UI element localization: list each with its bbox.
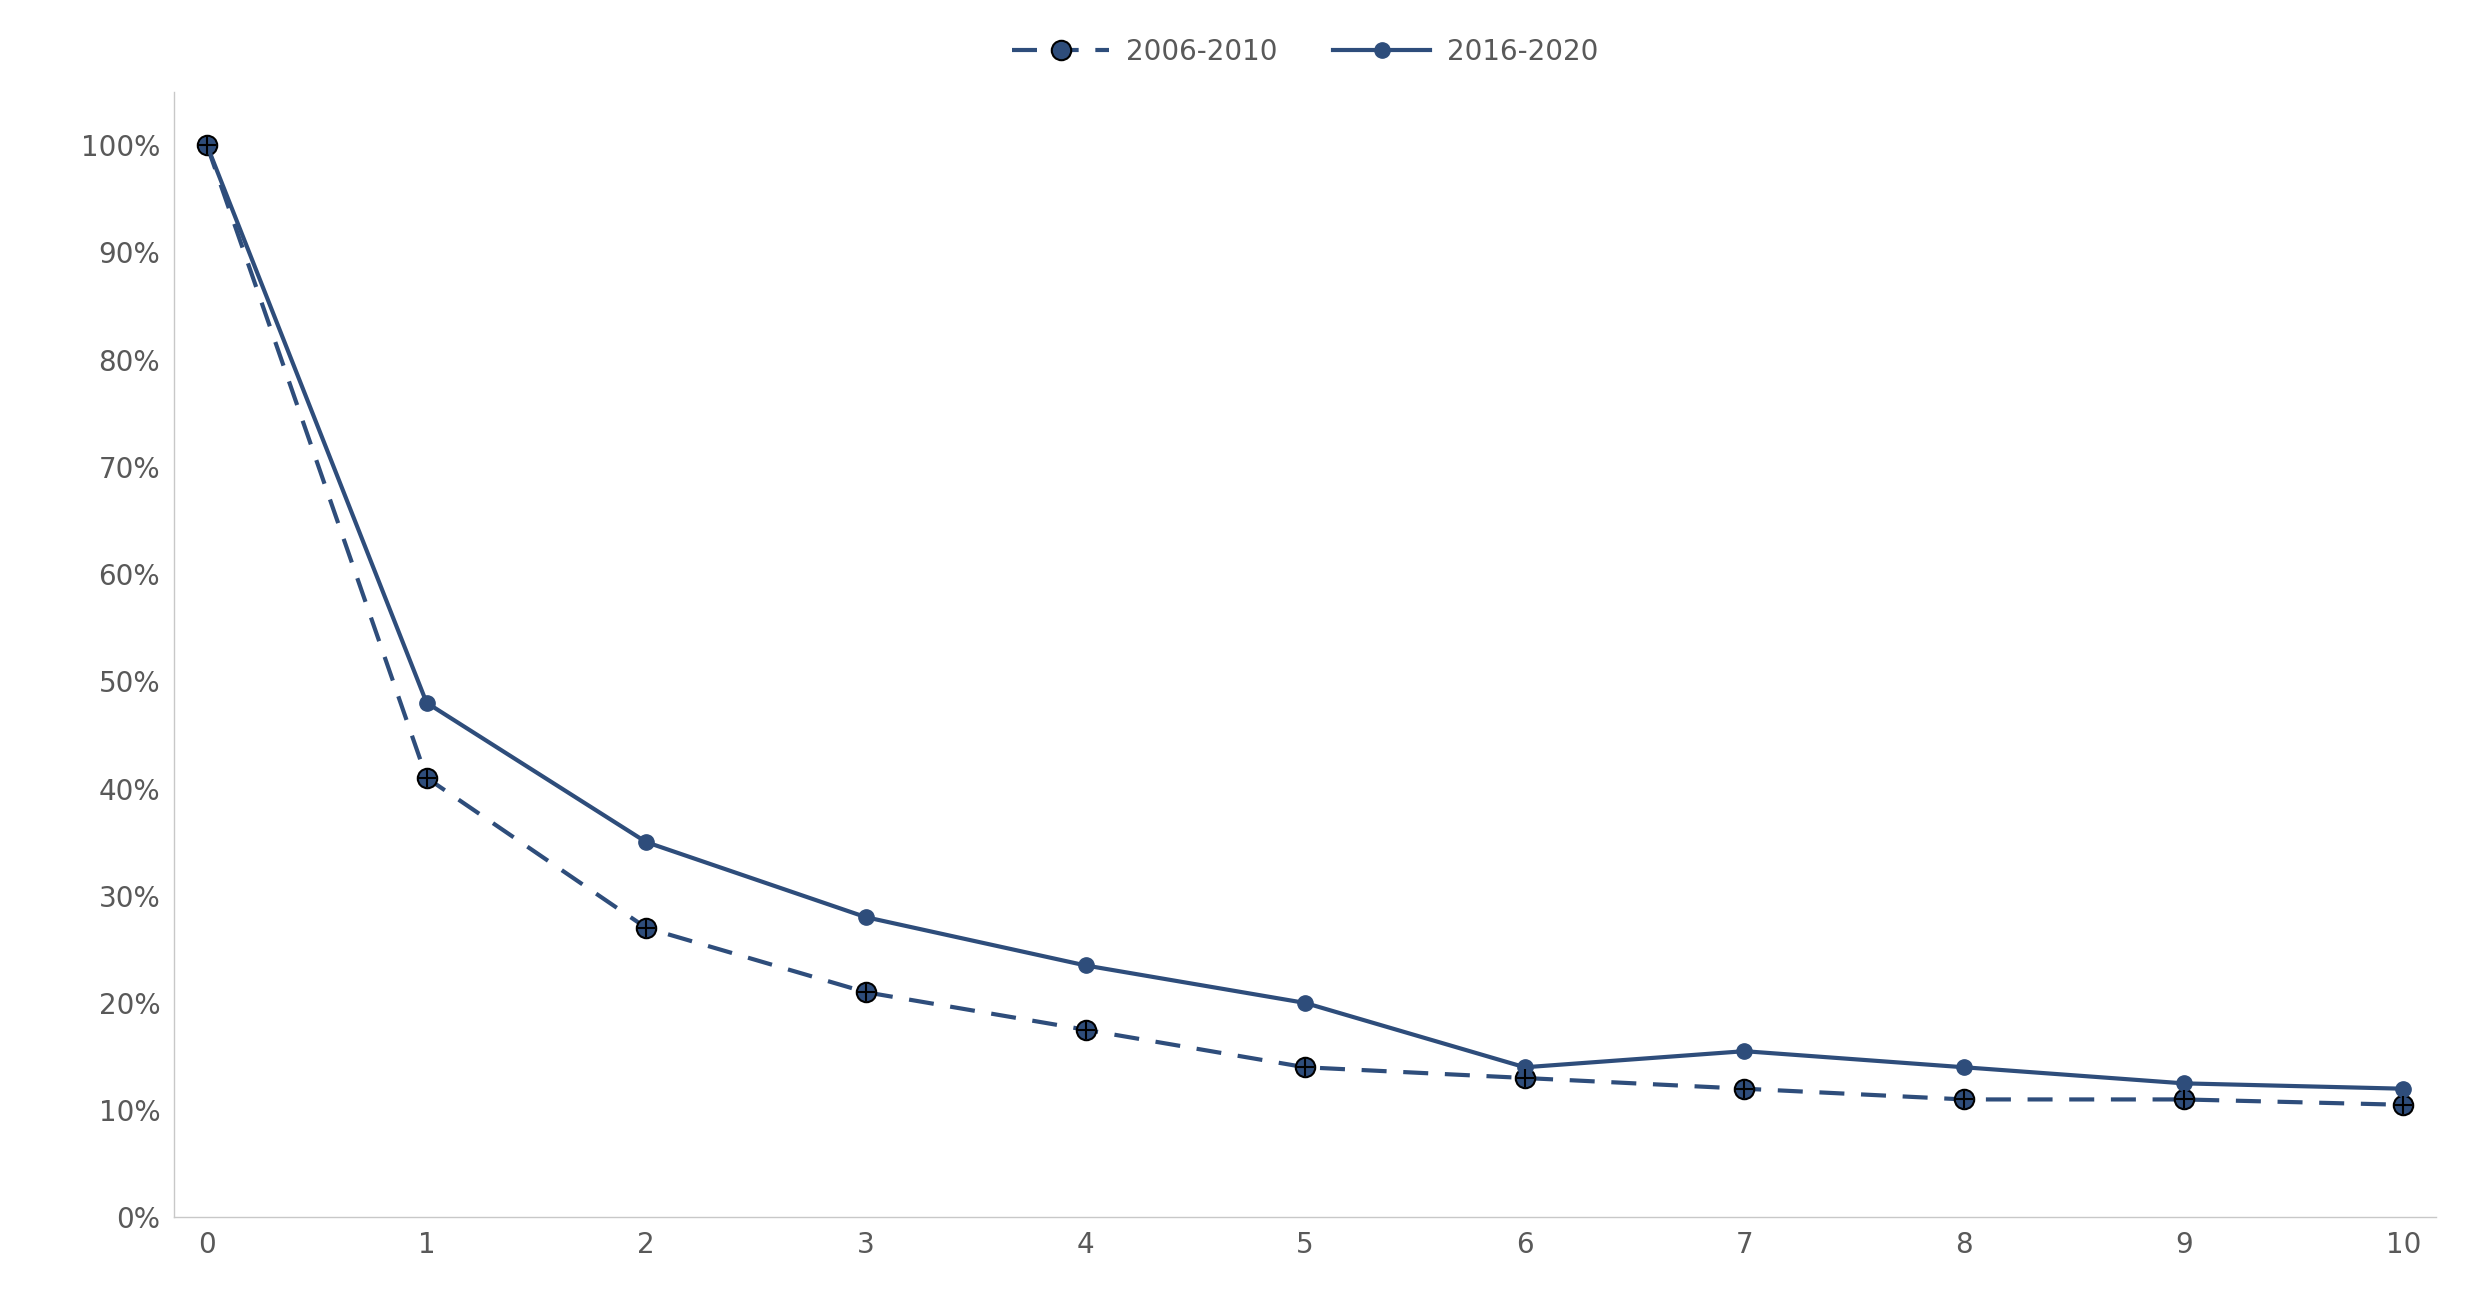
2006-2010 xyxy=(413,770,443,785)
2016-2020 xyxy=(413,695,443,711)
2016-2020 xyxy=(1949,1059,1979,1075)
2006-2010 xyxy=(1071,1022,1101,1038)
2006-2010 xyxy=(850,984,880,1000)
2006-2010 xyxy=(1509,1071,1539,1086)
2016-2020 xyxy=(191,137,221,153)
2016-2020 xyxy=(2168,1076,2198,1092)
2006-2010 xyxy=(2168,1092,2198,1107)
2006-2010 xyxy=(2389,1097,2419,1113)
2006-2010 xyxy=(1290,1059,1320,1075)
Legend: 2006-2010, 2016-2020: 2006-2010, 2016-2020 xyxy=(1002,26,1608,77)
2016-2020 xyxy=(850,910,880,925)
2016-2020 xyxy=(1509,1059,1539,1075)
2006-2010 xyxy=(1730,1081,1760,1097)
2006-2010 xyxy=(191,137,221,153)
2006-2010 xyxy=(631,920,661,936)
2016-2020 xyxy=(1730,1043,1760,1059)
Line: 2006-2010: 2006-2010 xyxy=(196,136,2414,1114)
2016-2020 xyxy=(2389,1081,2419,1097)
2016-2020 xyxy=(1290,995,1320,1011)
2016-2020 xyxy=(631,834,661,850)
2006-2010 xyxy=(1949,1092,1979,1107)
Line: 2016-2020: 2016-2020 xyxy=(199,137,2411,1097)
2016-2020 xyxy=(1071,958,1101,974)
